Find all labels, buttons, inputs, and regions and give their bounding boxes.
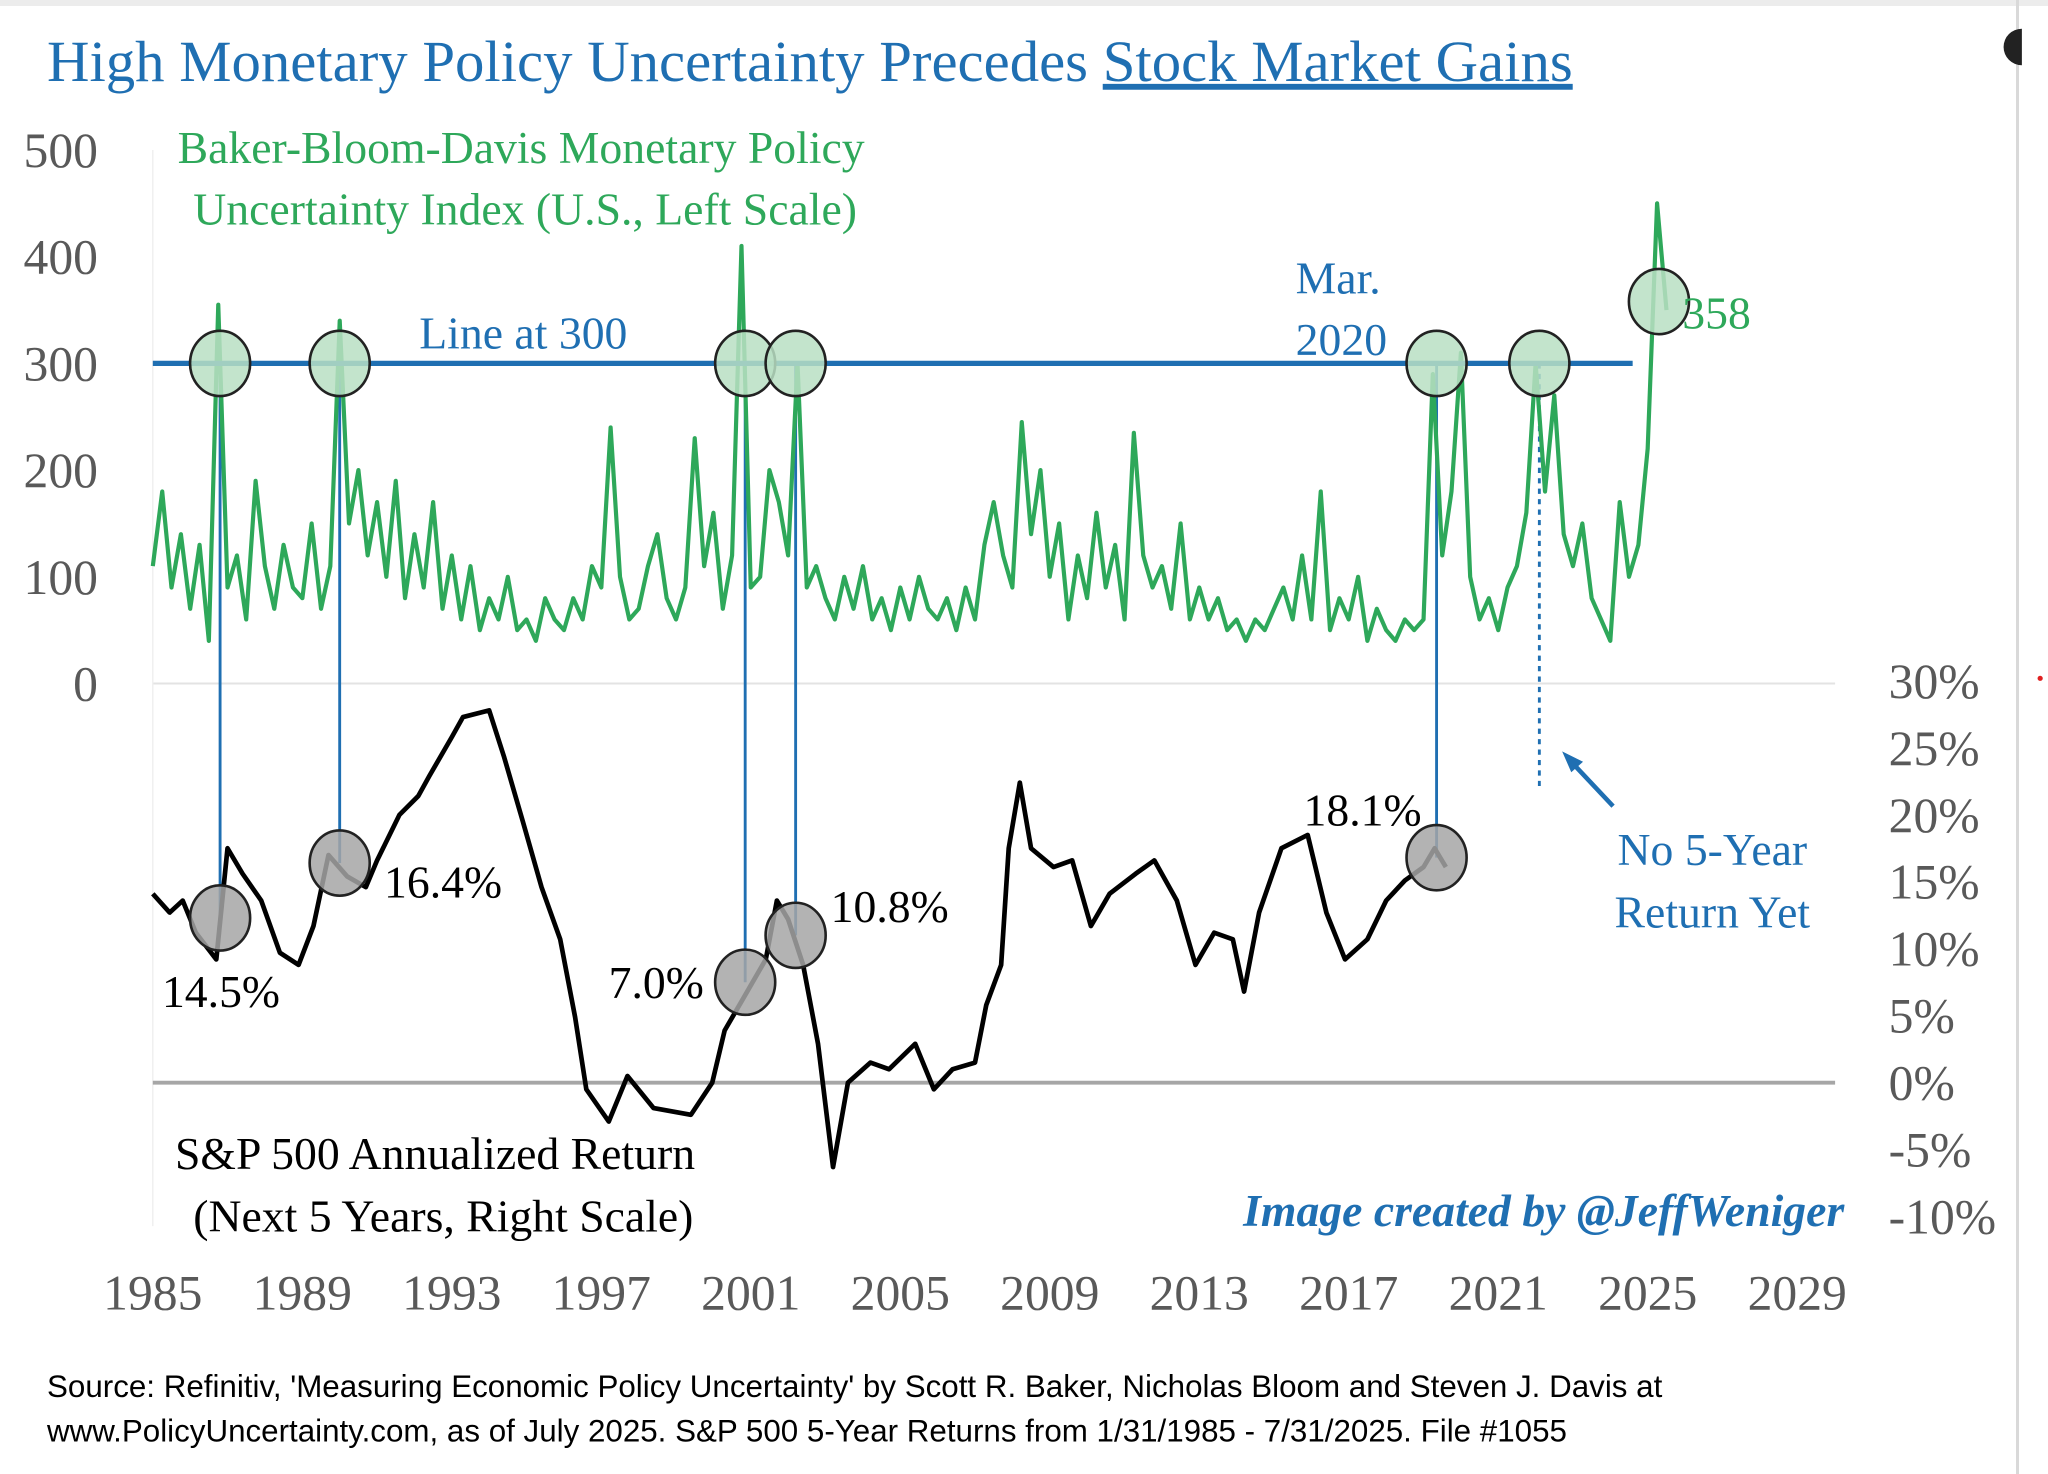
x-tick-label: 2025 [1598, 1266, 1697, 1321]
uncertainty-index-line [150, 201, 1669, 643]
credit-text: Image created by @JeffWeniger [1242, 1185, 1845, 1236]
return-highlight-circle [1405, 823, 1468, 892]
label-358: 358 [1682, 288, 1751, 339]
x-tick-label: 2001 [701, 1266, 800, 1321]
right-tick-label: -10% [1889, 1190, 1996, 1245]
return-series-label-1: S&P 500 Annualized Return [175, 1128, 695, 1179]
right-tick-label: 25% [1889, 721, 1980, 776]
index-series-label-1: Baker-Bloom-Davis Monetary Policy [178, 122, 865, 173]
connectors [218, 363, 1541, 983]
index-highlight-circle [1627, 267, 1691, 336]
title-part2: Stock Market Gains [1103, 29, 1573, 94]
arrow-head-icon [1562, 751, 1584, 773]
mar-2020-label-1: Mar. [1296, 253, 1381, 304]
left-tick-label: 100 [24, 550, 98, 605]
index-highlight-circle [764, 329, 827, 398]
right-axis: 30% 25% 20% 15% 10% 5% 0% -5% -10% [1889, 654, 1996, 1245]
no-return-label-2: Return Yet [1615, 886, 1811, 937]
window-top-band [0, 0, 2048, 6]
right-tick-label: -5% [1889, 1123, 1972, 1178]
x-tick-label: 2013 [1150, 1266, 1249, 1321]
footer-source-line2: www.PolicyUncertainty.com, as of July 20… [46, 1413, 1567, 1448]
index-highlight-circle [188, 329, 252, 398]
x-tick-label: 1993 [402, 1266, 501, 1321]
left-tick-label: 300 [24, 336, 98, 391]
label-18-1: 18.1% [1304, 785, 1422, 836]
right-tick-label: 10% [1889, 922, 1980, 977]
x-tick-label: 2029 [1748, 1266, 1847, 1321]
x-tick-label: 1989 [253, 1266, 352, 1321]
x-tick-label: 1997 [552, 1266, 651, 1321]
index-highlight-circle [1405, 329, 1468, 398]
index-highlight-circle [1508, 329, 1571, 398]
return-highlight-circle [188, 884, 252, 952]
x-tick-label: 2009 [1000, 1266, 1099, 1321]
x-tick-label: 2005 [851, 1266, 950, 1321]
line-at-300-label: Line at 300 [419, 307, 627, 358]
return-highlight-circle [713, 948, 777, 1017]
left-tick-label: 0 [73, 657, 98, 712]
return-highlight-circle [308, 829, 372, 897]
index-series-label-2: Uncertainty Index (U.S., Left Scale) [193, 183, 857, 234]
highlight-circles [188, 267, 1691, 1017]
x-axis: 1985 1989 1993 1997 2001 2005 2009 2013 2017 2021… [103, 1266, 1847, 1321]
index-highlight-circle [308, 329, 372, 398]
window-corner-button-icon [2003, 28, 2022, 66]
title-part1: High Monetary Policy Uncertainty Precede… [47, 29, 1103, 94]
right-tick-label: 15% [1889, 855, 1980, 910]
footer-source-line1: Source: Refinitiv, 'Measuring Economic P… [47, 1369, 1663, 1404]
label-10-8: 10.8% [831, 881, 949, 932]
left-tick-label: 200 [24, 443, 98, 498]
chart-title: High Monetary Policy Uncertainty Precede… [47, 29, 1573, 94]
right-tick-label: 5% [1889, 989, 1955, 1044]
window-right-edge [2016, 0, 2019, 1474]
x-tick-label: 2021 [1449, 1266, 1548, 1321]
return-highlight-circle [764, 901, 827, 970]
x-tick-label: 1985 [103, 1266, 202, 1321]
right-tick-label: 20% [1889, 788, 1980, 843]
no-return-label-1: No 5-Year [1618, 824, 1808, 875]
label-14-5: 14.5% [162, 966, 280, 1017]
left-tick-label: 500 [24, 123, 98, 178]
red-dot-marker [2037, 675, 2043, 681]
left-axis: 500 400 300 200 100 0 [24, 123, 98, 711]
left-tick-label: 400 [24, 230, 98, 285]
x-tick-label: 2017 [1299, 1266, 1398, 1321]
label-7-0: 7.0% [609, 957, 704, 1008]
arrow-shaft [1569, 760, 1615, 808]
right-tick-label: 0% [1889, 1056, 1955, 1111]
right-tick-label: 30% [1889, 654, 1980, 709]
label-16-4: 16.4% [384, 856, 502, 907]
return-series-label-2: (Next 5 Years, Right Scale) [193, 1190, 693, 1241]
mar-2020-label-2: 2020 [1296, 314, 1387, 365]
